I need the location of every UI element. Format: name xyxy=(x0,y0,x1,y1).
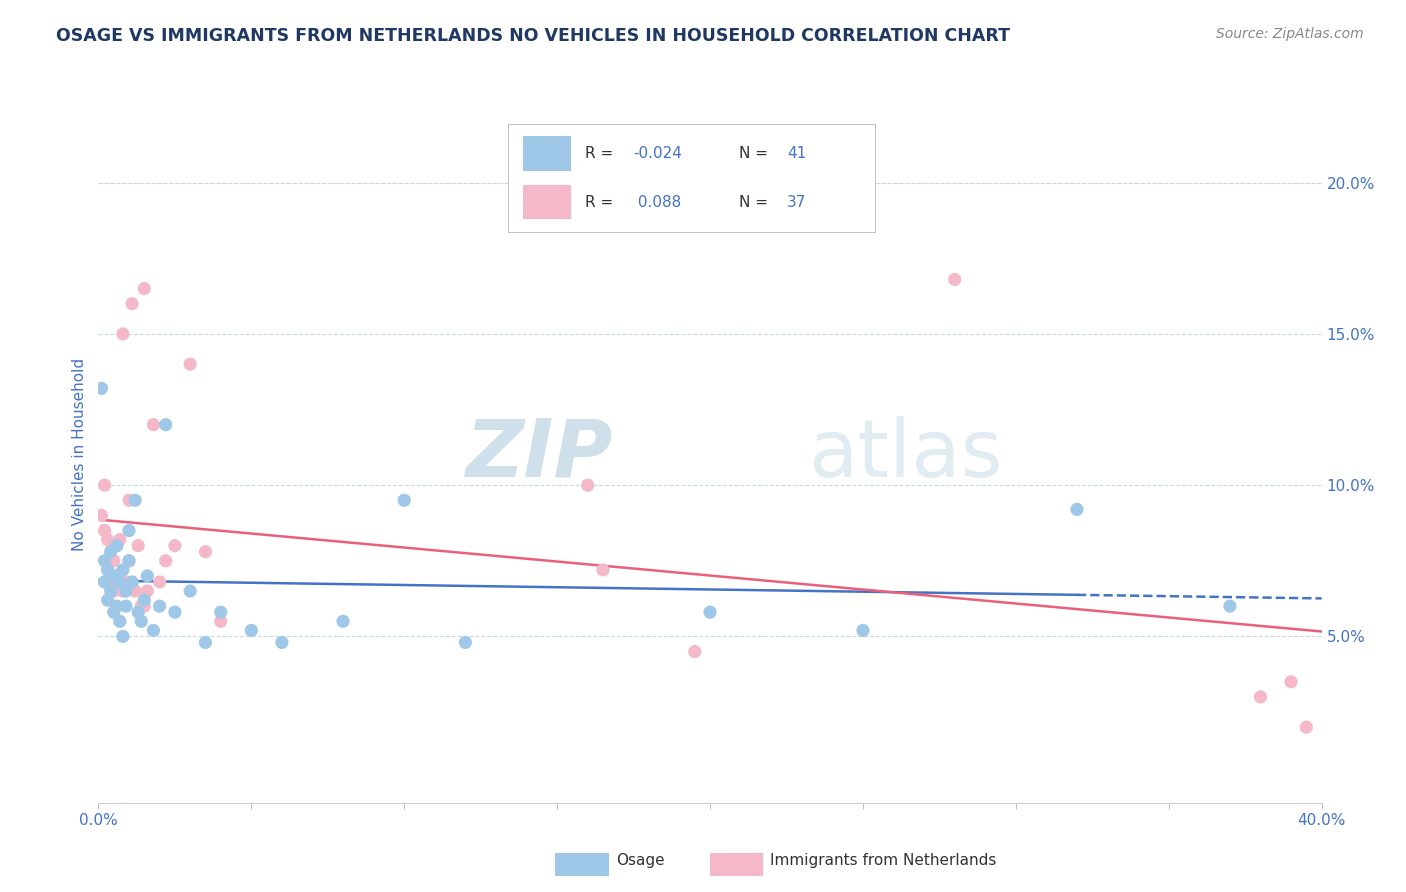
Text: 41: 41 xyxy=(787,146,807,161)
Point xyxy=(105,599,128,614)
Point xyxy=(90,508,112,523)
Point xyxy=(129,599,152,614)
Point xyxy=(155,554,177,568)
Point xyxy=(105,569,128,583)
Point xyxy=(592,563,614,577)
Point xyxy=(209,615,232,629)
Point xyxy=(103,605,125,619)
Point xyxy=(576,478,599,492)
Text: Immigrants from Netherlands: Immigrants from Netherlands xyxy=(770,854,997,868)
Point xyxy=(699,605,721,619)
Bar xyxy=(523,185,571,219)
Point xyxy=(115,584,138,599)
Text: atlas: atlas xyxy=(808,416,1002,494)
Point xyxy=(194,635,217,649)
Point xyxy=(454,635,477,649)
Point xyxy=(90,381,112,395)
Point xyxy=(142,417,165,432)
Point xyxy=(392,493,416,508)
Point xyxy=(179,584,201,599)
Point xyxy=(115,574,138,589)
Point xyxy=(93,478,115,492)
Point xyxy=(179,357,201,371)
Point xyxy=(1279,674,1302,689)
Point xyxy=(163,539,186,553)
Point xyxy=(1066,502,1088,516)
Point xyxy=(105,539,128,553)
Point xyxy=(136,569,159,583)
Point xyxy=(270,635,292,649)
Text: ZIP: ZIP xyxy=(465,416,612,494)
Y-axis label: No Vehicles in Household: No Vehicles in Household xyxy=(72,359,87,551)
Point xyxy=(134,593,156,607)
Point xyxy=(134,599,156,614)
Point xyxy=(118,524,141,538)
Point xyxy=(852,624,875,638)
Point xyxy=(129,615,152,629)
Point xyxy=(100,574,122,589)
Text: N =: N = xyxy=(740,146,773,161)
Text: -0.024: -0.024 xyxy=(633,146,682,161)
Point xyxy=(240,624,263,638)
Text: Source: ZipAtlas.com: Source: ZipAtlas.com xyxy=(1216,27,1364,41)
Point xyxy=(97,593,120,607)
Point xyxy=(93,574,115,589)
Point xyxy=(108,533,131,547)
Point xyxy=(121,574,143,589)
Point xyxy=(118,493,141,508)
Point xyxy=(332,615,354,629)
Point xyxy=(163,605,186,619)
Point xyxy=(103,569,125,583)
Point xyxy=(97,563,120,577)
Point xyxy=(1219,599,1241,614)
Point xyxy=(124,493,146,508)
Point xyxy=(149,574,172,589)
Point xyxy=(111,326,134,341)
Point xyxy=(1249,690,1271,704)
Point xyxy=(111,629,134,643)
Point xyxy=(93,524,115,538)
Point xyxy=(111,563,134,577)
Point xyxy=(93,554,115,568)
Point xyxy=(149,599,172,614)
Point xyxy=(155,417,177,432)
Point xyxy=(108,574,131,589)
Point xyxy=(124,584,146,599)
Point xyxy=(118,554,141,568)
Point xyxy=(209,605,232,619)
Point xyxy=(118,554,141,568)
Point xyxy=(943,272,966,286)
Point xyxy=(111,584,134,599)
Point xyxy=(103,584,125,599)
Point xyxy=(194,545,217,559)
Point xyxy=(97,533,120,547)
Point xyxy=(100,545,122,559)
Text: N =: N = xyxy=(740,194,773,210)
Text: OSAGE VS IMMIGRANTS FROM NETHERLANDS NO VEHICLES IN HOUSEHOLD CORRELATION CHART: OSAGE VS IMMIGRANTS FROM NETHERLANDS NO … xyxy=(56,27,1011,45)
Point xyxy=(108,615,131,629)
Point xyxy=(121,296,143,310)
Bar xyxy=(523,136,571,170)
Point xyxy=(1295,720,1317,734)
Text: R =: R = xyxy=(585,146,619,161)
Point xyxy=(142,624,165,638)
Point xyxy=(127,539,149,553)
Text: 37: 37 xyxy=(787,194,807,210)
Point xyxy=(683,644,706,658)
Point xyxy=(136,584,159,599)
Text: R =: R = xyxy=(585,194,619,210)
Point xyxy=(105,539,128,553)
Point xyxy=(127,605,149,619)
Point xyxy=(97,563,120,577)
Text: Osage: Osage xyxy=(616,854,665,868)
Point xyxy=(115,599,138,614)
Point xyxy=(103,554,125,568)
Point xyxy=(134,281,156,295)
Point xyxy=(100,584,122,599)
Text: 0.088: 0.088 xyxy=(633,194,682,210)
